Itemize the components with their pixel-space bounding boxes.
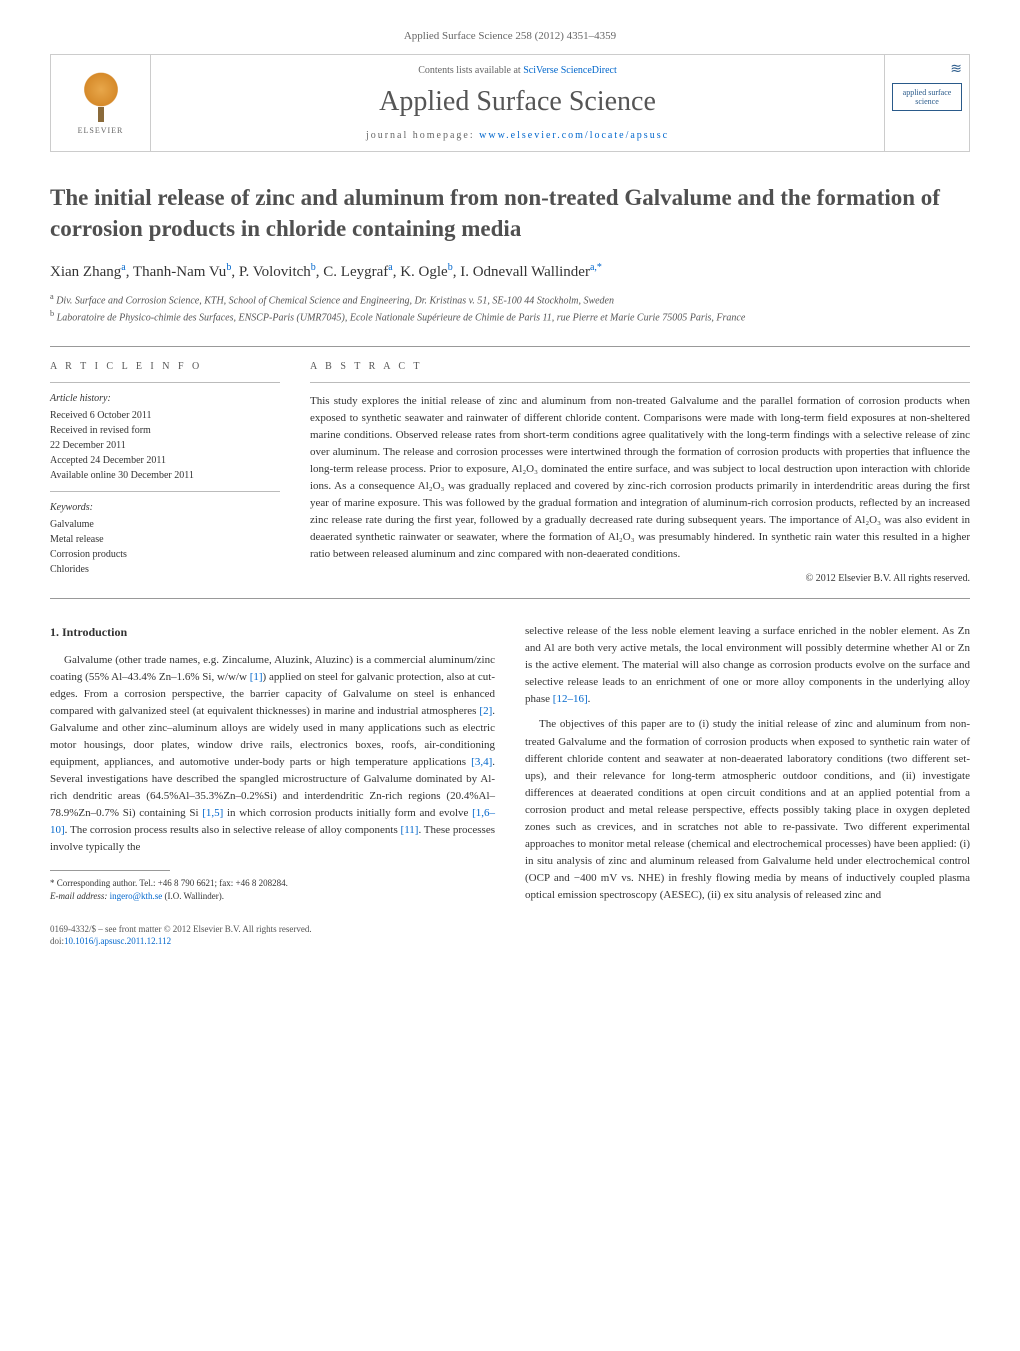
article-info-heading: A R T I C L E I N F O (50, 361, 280, 372)
journal-reference: Applied Surface Science 258 (2012) 4351–… (50, 30, 970, 42)
corresponding-email-line: E-mail address: ingero@kth.se (I.O. Wall… (50, 890, 495, 903)
elsevier-logo: ELSEVIER (51, 55, 151, 151)
history-line: Accepted 24 December 2011 (50, 453, 280, 468)
journal-header-box: ELSEVIER Contents lists available at Sci… (50, 54, 970, 152)
intro-paragraph-3: The objectives of this paper are to (i) … (525, 716, 970, 904)
abstract-heading: A B S T R A C T (310, 361, 970, 372)
history-line: 22 December 2011 (50, 438, 280, 453)
intro-paragraph-2: selective release of the less noble elem… (525, 623, 970, 708)
history-line: Available online 30 December 2011 (50, 468, 280, 483)
journal-homepage-line: journal homepage: www.elsevier.com/locat… (161, 130, 874, 141)
footnote-separator (50, 870, 170, 871)
keyword: Metal release (50, 532, 280, 547)
header-center: Contents lists available at SciVerse Sci… (151, 55, 884, 151)
affiliation-a: a Div. Surface and Corrosion Science, KT… (50, 291, 970, 308)
ref-link[interactable]: [2] (479, 705, 492, 717)
journal-title: Applied Surface Science (161, 86, 874, 118)
bottom-meta: 0169-4332/$ – see front matter © 2012 El… (50, 923, 495, 948)
ref-link[interactable]: [1] (250, 671, 263, 683)
doi-line: doi:10.1016/j.apsusc.2011.12.112 (50, 935, 495, 948)
email-label: E-mail address: (50, 891, 110, 901)
corresponding-author-footnote: * Corresponding author. Tel.: +46 8 790 … (50, 877, 495, 902)
ref-link[interactable]: [1,5] (202, 807, 223, 819)
email-link[interactable]: ingero@kth.se (110, 891, 163, 901)
cover-icon: ≋ (892, 61, 962, 79)
journal-cover-thumb: ≋ applied surface science (884, 55, 969, 151)
history-line: Received 6 October 2011 (50, 408, 280, 423)
history-line: Received in revised form (50, 423, 280, 438)
authors-line: Xian Zhanga, Thanh-Nam Vub, P. Volovitch… (50, 262, 970, 281)
cover-label: applied surface science (892, 83, 962, 111)
issn-line: 0169-4332/$ – see front matter © 2012 El… (50, 923, 495, 936)
abstract-block: A B S T R A C T This study explores the … (310, 361, 970, 584)
corresponding-line: * Corresponding author. Tel.: +46 8 790 … (50, 877, 495, 890)
article-title: The initial release of zinc and aluminum… (50, 182, 970, 244)
article-history-label: Article history: (50, 391, 280, 406)
keyword: Chlorides (50, 562, 280, 577)
homepage-prefix: journal homepage: (366, 130, 479, 141)
sciencedirect-link[interactable]: SciVerse ScienceDirect (523, 65, 617, 76)
contents-available-line: Contents lists available at SciVerse Sci… (161, 65, 874, 76)
ref-link[interactable]: [12–16] (553, 693, 588, 705)
section-heading-introduction: 1. Introduction (50, 623, 495, 642)
elsevier-label: ELSEVIER (78, 126, 124, 135)
affiliation-b: b Laboratoire de Physico-chimie des Surf… (50, 308, 970, 325)
contents-prefix: Contents lists available at (418, 65, 523, 76)
affiliations: a Div. Surface and Corrosion Science, KT… (50, 291, 970, 326)
abstract-copyright: © 2012 Elsevier B.V. All rights reserved… (310, 573, 970, 584)
keyword: Corrosion products (50, 547, 280, 562)
ref-link[interactable]: [3,4] (471, 756, 492, 768)
doi-link[interactable]: 10.1016/j.apsusc.2011.12.112 (64, 936, 171, 946)
elsevier-tree-icon (76, 72, 126, 122)
homepage-link[interactable]: www.elsevier.com/locate/apsusc (479, 130, 669, 141)
article-info-block: A R T I C L E I N F O Article history: R… (50, 361, 280, 584)
ref-link[interactable]: [11] (401, 824, 419, 836)
abstract-text: This study explores the initial release … (310, 393, 970, 563)
intro-paragraph-1: Galvalume (other trade names, e.g. Zinca… (50, 652, 495, 857)
email-suffix: (I.O. Wallinder). (162, 891, 224, 901)
keyword: Galvalume (50, 517, 280, 532)
keywords-label: Keywords: (50, 500, 280, 515)
left-column: 1. Introduction Galvalume (other trade n… (50, 623, 495, 948)
right-column: selective release of the less noble elem… (525, 623, 970, 948)
